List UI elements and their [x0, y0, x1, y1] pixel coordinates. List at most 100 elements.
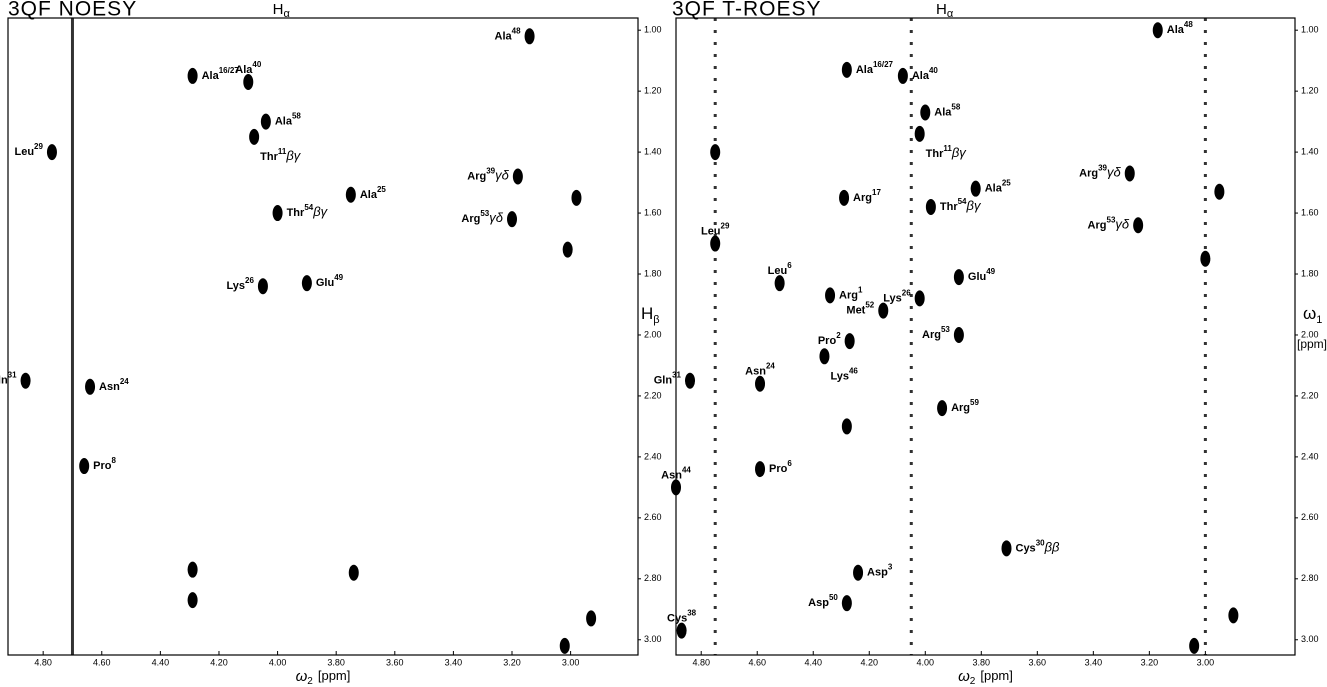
peak-label-sup: 24 [766, 362, 775, 371]
y-tick-label: 1.20 [1301, 86, 1319, 96]
peak [841, 61, 852, 78]
x-label-unit: [ppm] [318, 668, 351, 683]
peak [1200, 250, 1211, 267]
peak-label-name: Met [846, 304, 865, 316]
y-tick-label: 2.40 [1301, 451, 1319, 461]
peak-label-sup: 17 [872, 188, 881, 197]
peak [512, 168, 523, 185]
peak [825, 287, 836, 304]
peak [953, 326, 964, 343]
peak-label: Ala40 [912, 66, 939, 82]
peak-label-sup: 26 [902, 289, 911, 298]
peak-label: Gln31 [0, 371, 17, 387]
peak-label-sup: 52 [865, 301, 874, 310]
peak [260, 113, 271, 130]
peak-label-sup: 46 [849, 366, 858, 375]
peak-label-sup: 6 [787, 261, 792, 270]
peak-label-sup: 24 [120, 377, 129, 386]
x-tick-label: 3.20 [1141, 657, 1159, 667]
peak-label: Asn24 [745, 362, 775, 378]
peak-label-sup: 11 [943, 144, 952, 153]
peak-label-sup: 49 [986, 267, 995, 276]
peak [20, 372, 31, 389]
peak-label: Pro6 [769, 459, 792, 475]
peak-label-sup: 59 [970, 398, 979, 407]
side-label-main: ω [1303, 304, 1316, 323]
peak [571, 189, 582, 206]
peak [925, 198, 936, 215]
peak-label-suffix: γδ [495, 168, 510, 183]
peak-label-sup: 53 [1107, 215, 1116, 224]
top-label: Hα [936, 1, 954, 20]
peak [1152, 22, 1163, 39]
peak [878, 302, 889, 319]
peak-label-name: Leu [14, 146, 34, 158]
peak-label-sup: 49 [334, 273, 343, 282]
peak-label: Arg39γδ [467, 167, 509, 183]
peak-label-sup: 54 [958, 197, 967, 206]
y-tick-label: 3.00 [644, 634, 662, 644]
peak [1214, 183, 1225, 200]
x-label-sub: 2 [970, 676, 976, 687]
y-tick-label: 2.80 [1301, 573, 1319, 583]
y-tick-label: 2.20 [644, 390, 662, 400]
peak-label-name: Arg [461, 213, 480, 225]
peak [676, 622, 687, 639]
x-tick-label: 3.20 [503, 657, 521, 667]
peak-label-name: Ala [856, 64, 874, 76]
peak-label-name: Thr [260, 151, 278, 163]
x-tick-label: 3.00 [1197, 657, 1215, 667]
peak-label: Ala48 [495, 26, 522, 42]
peak [671, 479, 681, 496]
peak-label: Cys30ββ [1016, 538, 1061, 554]
peak-label-name: Cys [1016, 542, 1036, 554]
peak [243, 74, 254, 91]
y-tick-label: 2.40 [644, 451, 662, 461]
peak-label-name: Ala [202, 70, 220, 82]
y-tick-label: 2.60 [1301, 512, 1319, 522]
peak [710, 235, 721, 252]
peak [1189, 637, 1200, 654]
peak-label-sup: 16/27 [219, 66, 240, 75]
peak-label: Asn24 [99, 377, 129, 393]
y-tick-label: 2.00 [1301, 329, 1319, 339]
side-label-main: H [641, 304, 653, 323]
peak-label-name: Ala [1167, 24, 1185, 36]
peak-label-name: Thr [940, 201, 958, 213]
peak-label: Pro2 [818, 331, 841, 347]
peak-label: Leu29 [14, 142, 43, 158]
peak-label: Arg59 [951, 398, 979, 414]
peak-label-suffix: βγ [312, 204, 328, 219]
peak-label-sup: 40 [929, 66, 938, 75]
peak-label: Arg53γδ [461, 209, 503, 225]
peak [844, 333, 855, 350]
peak-label-sup: 6 [787, 459, 792, 468]
y-tick-label: 1.00 [644, 25, 662, 35]
x-tick-label: 4.40 [152, 657, 170, 667]
y-tick-label: 2.00 [644, 329, 662, 339]
peak-label: Asp3 [867, 563, 893, 579]
peak-label: Ala16/27 [856, 60, 894, 76]
top-label-main: H [936, 1, 947, 18]
peak-label-name: Arg [922, 329, 941, 341]
peak-label-sup: 29 [34, 142, 43, 151]
peak-label-name: Arg [951, 402, 970, 414]
peak-label-sup: 8 [112, 456, 117, 465]
peak-label: Leu29 [701, 222, 730, 238]
peak-label-name: Arg [467, 170, 486, 182]
peak-label-suffix: γδ [1115, 217, 1130, 232]
x-tick-label: 3.40 [445, 657, 463, 667]
x-label-sub: 2 [307, 676, 313, 687]
peak-label: Arg1 [839, 285, 863, 301]
peak [1001, 540, 1012, 557]
peak [187, 561, 198, 578]
y-tick-label: 1.80 [1301, 268, 1319, 278]
side-unit: [ppm] [1297, 337, 1327, 351]
peak [970, 180, 981, 197]
peak-label-sup: 44 [682, 465, 691, 474]
peak-label-suffix: βγ [966, 198, 982, 213]
peak-label-name: Leu [701, 225, 721, 237]
peak-label-sup: 54 [304, 203, 313, 212]
peak [897, 67, 908, 84]
